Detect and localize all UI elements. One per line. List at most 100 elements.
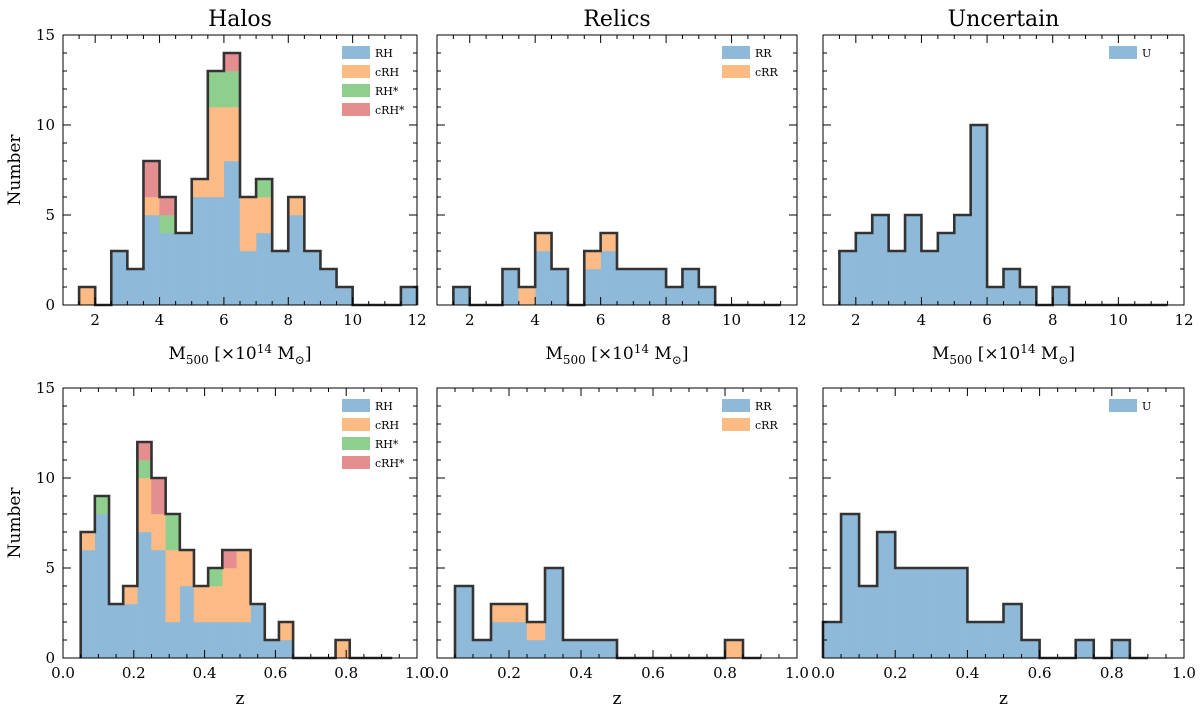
bar-rhstar-bin-9: [207, 567, 223, 587]
bar-crr-bin-15: [724, 639, 744, 659]
x-tick-label: 10: [1109, 311, 1128, 329]
bar-crh-bin-11: [236, 549, 251, 623]
bar-rr-bin-6: [562, 639, 582, 659]
x-tick-label: 0.8: [1100, 664, 1124, 682]
legend-swatch-rhstar: [342, 437, 370, 450]
y-tick-label: 15: [36, 379, 55, 397]
x-tick-label: 2: [90, 311, 100, 329]
bar-crhstar-bin-4: [137, 441, 152, 461]
bar-rh-bin-5: [159, 232, 176, 306]
bar-rh-bin-7: [179, 585, 195, 659]
x-tick-label: 12: [407, 311, 426, 329]
bar-rh-bin-6: [165, 621, 181, 659]
x-axis-label: z: [613, 689, 622, 709]
bar-rh-bin-2: [111, 250, 128, 306]
x-tick-label: 0.4: [193, 664, 217, 682]
bar-u-bin-10: [1003, 603, 1022, 659]
bar-crr-bin-4: [518, 286, 536, 306]
x-axis-label: z: [999, 689, 1008, 709]
bar-rh-bin-0: [80, 549, 96, 659]
bar-crh-bin-18: [335, 639, 350, 659]
bar-crh-bin-9: [207, 585, 223, 623]
x-tick-label: 0.0: [811, 664, 835, 682]
legend-label-rhstar: RH*: [375, 85, 399, 98]
y-tick-label: 5: [45, 559, 55, 577]
bar-rh-bin-4: [137, 531, 152, 659]
legend-swatch-u: [1109, 399, 1137, 412]
bar-rh-bin-1: [94, 513, 110, 659]
legend-swatch-crhstar: [342, 456, 370, 469]
legend-swatch-crh: [342, 65, 370, 78]
panel-6: 0.0 0.2 0.4 0.6 0.8 1.0 z U: [811, 387, 1196, 709]
bar-crr-bin-2: [490, 603, 510, 623]
bars-group: [453, 232, 716, 306]
bar-rhstar-bin-5: [159, 214, 176, 234]
bar-rh-bin-3: [127, 268, 144, 306]
bar-u-bin-5: [913, 567, 932, 659]
bar-crh-bin-10: [239, 196, 257, 252]
bar-crh-bin-9: [223, 106, 241, 162]
legend-swatch-u: [1109, 46, 1137, 59]
bar-u-bin-11: [1019, 286, 1037, 306]
bar-rr-bin-14: [682, 268, 700, 306]
bar-rr-bin-12: [649, 268, 667, 306]
bar-crh-bin-5: [151, 513, 166, 551]
legend-label-crh: cRH: [375, 419, 399, 432]
legend-label-crh: cRH: [375, 66, 399, 79]
bar-crh-bin-7: [191, 178, 209, 198]
bar-u-bin-3: [888, 250, 906, 306]
bars-group: [839, 124, 1070, 306]
panel-title: Relics: [583, 7, 650, 32]
panel-title: Uncertain: [948, 7, 1060, 32]
legend-swatch-rh: [342, 46, 370, 59]
bar-rr-bin-13: [665, 286, 683, 306]
legend-label-crhstar: cRH*: [375, 104, 405, 117]
panel-2: 2 4 6 8 10 12 Relics M500 [×1014 M⊙] RR cRR: [436, 7, 807, 367]
panel-title: Halos: [208, 7, 272, 32]
bar-rr-bin-9: [600, 250, 618, 306]
bar-u-bin-8: [967, 621, 986, 659]
bar-rh-bin-3: [122, 603, 138, 659]
legend: RH cRH RH* cRH*: [342, 46, 405, 117]
x-tick-label: 4: [917, 311, 927, 329]
bar-crh-bin-4: [143, 196, 160, 216]
bars-group: [80, 441, 350, 659]
legend-label-u: U: [1142, 47, 1151, 60]
y-axis-label: Number: [5, 134, 25, 206]
x-tick-label: 1.0: [1172, 664, 1196, 682]
legend-label-rr: RR: [755, 400, 772, 413]
x-tick-label: 0.2: [497, 664, 521, 682]
bar-rh-bin-5: [151, 549, 166, 659]
bar-crh-bin-0: [80, 531, 96, 551]
legend-label-rh: RH: [375, 400, 393, 413]
bar-rr-bin-5: [544, 567, 564, 659]
x-tick-label: 0.8: [713, 664, 737, 682]
bar-u-bin-2: [858, 585, 878, 659]
x-tick-label: 2: [465, 311, 475, 329]
bar-rr-bin-15: [698, 286, 716, 306]
panel-4: 0 5 10 15 0.0 0.2 0.4 0.6 0.8 1.0 z Number RH cRH RH* c…: [5, 379, 429, 709]
bar-crh-bin-8: [207, 106, 225, 198]
x-tick-label: 0.4: [569, 664, 593, 682]
legend-label-rh: RH: [375, 47, 393, 60]
bar-u-bin-8: [970, 124, 988, 306]
legend-swatch-crr: [722, 418, 750, 431]
x-tick-label: 4: [530, 311, 540, 329]
x-tick-label: 4: [155, 311, 165, 329]
bar-crh-bin-7: [179, 549, 195, 587]
bar-crh-bin-6: [165, 549, 181, 623]
bar-rr-bin-4: [526, 639, 546, 659]
bar-crr-bin-8: [584, 250, 601, 270]
bar-rh-bin-10: [222, 621, 237, 659]
legend-swatch-rh: [342, 399, 370, 412]
bar-rh-bin-6: [175, 232, 192, 306]
legend-label-crr: cRR: [755, 419, 778, 432]
x-tick-label: 0.8: [334, 664, 358, 682]
legend-swatch-rhstar: [342, 84, 370, 97]
x-tick-label: 6: [982, 311, 992, 329]
bar-crh-bin-4: [137, 477, 152, 533]
legend-swatch-crhstar: [342, 103, 370, 116]
bar-crh-bin-10: [222, 567, 237, 623]
bar-crh-bin-13: [288, 196, 305, 216]
y-axis-label: Number: [5, 487, 25, 559]
